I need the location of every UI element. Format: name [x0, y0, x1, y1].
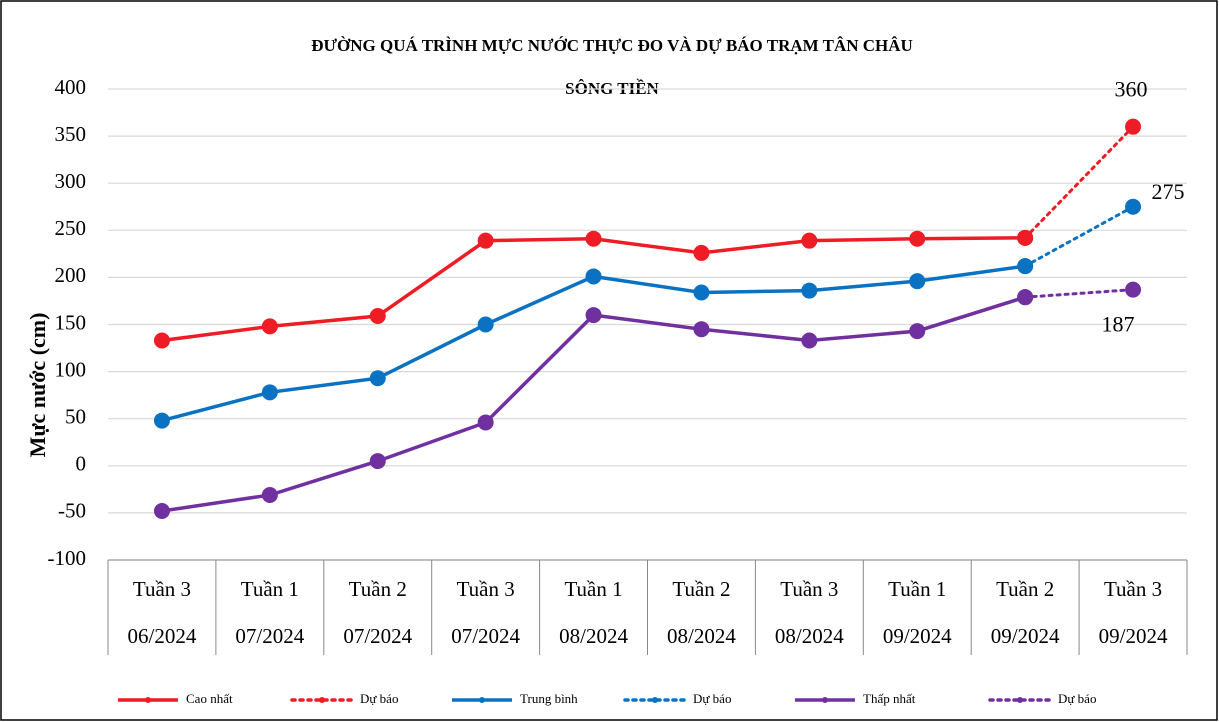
- y-tick-label: 50: [65, 405, 86, 429]
- x-tick-label: 08/2024: [667, 624, 736, 648]
- data-point: [153, 503, 170, 520]
- data-label: 360: [1115, 77, 1148, 102]
- legend-label: Dự báo: [1058, 691, 1096, 706]
- x-tick-label: 06/2024: [128, 624, 197, 648]
- x-tick-label: Tuần 2: [672, 577, 730, 601]
- series-line: [1023, 288, 1135, 299]
- y-axis-label: Mực nước (cm): [25, 313, 50, 458]
- y-tick-label: -50: [58, 499, 86, 523]
- data-point: [909, 230, 926, 247]
- x-tick-label: Tuần 2: [349, 577, 407, 601]
- chart-title: ĐƯỜNG QUÁ TRÌNH MỰC NƯỚC THỰC ĐO VÀ DỰ B…: [311, 36, 913, 55]
- data-point: [369, 308, 386, 325]
- data-point: [693, 244, 710, 261]
- x-tick-label: 09/2024: [991, 624, 1060, 648]
- data-label: 187: [1102, 312, 1135, 337]
- legend-marker: [652, 697, 658, 703]
- data-point: [369, 370, 386, 387]
- x-tick-label: Tuần 1: [241, 577, 299, 601]
- y-tick-label: 200: [55, 263, 87, 287]
- x-tick-label: 09/2024: [1099, 624, 1168, 648]
- data-point: [369, 453, 386, 470]
- x-tick-label: 08/2024: [775, 624, 844, 648]
- y-tick-label: 300: [55, 169, 87, 193]
- x-tick-label: 07/2024: [451, 624, 520, 648]
- x-tick-label: 07/2024: [343, 624, 412, 648]
- data-point: [261, 487, 278, 504]
- data-point: [261, 318, 278, 335]
- x-tick-label: 07/2024: [235, 624, 304, 648]
- legend-marker: [319, 697, 325, 703]
- data-label: 275: [1152, 179, 1185, 204]
- data-point: [1125, 118, 1142, 135]
- data-point: [477, 232, 494, 249]
- data-point: [1017, 289, 1034, 306]
- data-point: [801, 232, 818, 249]
- legend-marker: [1017, 697, 1023, 703]
- x-tick-label: Tuần 1: [564, 577, 622, 601]
- x-tick-label: Tuần 3: [133, 577, 191, 601]
- x-tick-label: Tuần 3: [1104, 577, 1162, 601]
- y-tick-label: 400: [55, 75, 87, 99]
- data-point: [153, 332, 170, 349]
- y-tick-label: 350: [55, 122, 87, 146]
- data-point: [693, 284, 710, 301]
- data-point: [1017, 258, 1034, 275]
- data-point: [153, 412, 170, 429]
- data-point: [801, 282, 818, 299]
- series-line: [1023, 205, 1135, 268]
- data-point: [585, 307, 602, 324]
- data-point: [261, 384, 278, 401]
- data-point: [1017, 229, 1034, 246]
- x-tick-label: 08/2024: [559, 624, 628, 648]
- y-tick-label: 0: [76, 452, 87, 476]
- data-point: [585, 230, 602, 247]
- legend-label: Thấp nhất: [863, 691, 916, 706]
- x-tick-label: 09/2024: [883, 624, 952, 648]
- legend-label: Dự báo: [360, 691, 398, 706]
- x-tick-label: Tuần 3: [457, 577, 515, 601]
- x-tick-label: Tuần 1: [888, 577, 946, 601]
- x-tick-label: Tuần 3: [780, 577, 838, 601]
- y-tick-label: -100: [48, 546, 87, 570]
- data-point: [801, 332, 818, 349]
- y-tick-label: 250: [55, 216, 87, 240]
- y-tick-label: 150: [55, 310, 87, 334]
- data-point: [909, 323, 926, 340]
- series-line: [1023, 125, 1135, 240]
- y-tick-label: 100: [55, 357, 87, 381]
- data-point: [909, 273, 926, 290]
- data-point: [1125, 281, 1142, 298]
- legend-marker: [145, 697, 151, 703]
- data-point: [477, 414, 494, 431]
- legend-label: Trung bình: [520, 691, 578, 706]
- legend-marker: [479, 697, 485, 703]
- data-point: [477, 316, 494, 333]
- data-point: [1125, 198, 1142, 215]
- legend-marker: [822, 697, 828, 703]
- legend-label: Dự báo: [693, 691, 731, 706]
- data-point: [693, 321, 710, 338]
- x-tick-label: Tuần 2: [996, 577, 1054, 601]
- data-point: [585, 268, 602, 285]
- legend-label: Cao nhất: [186, 691, 233, 706]
